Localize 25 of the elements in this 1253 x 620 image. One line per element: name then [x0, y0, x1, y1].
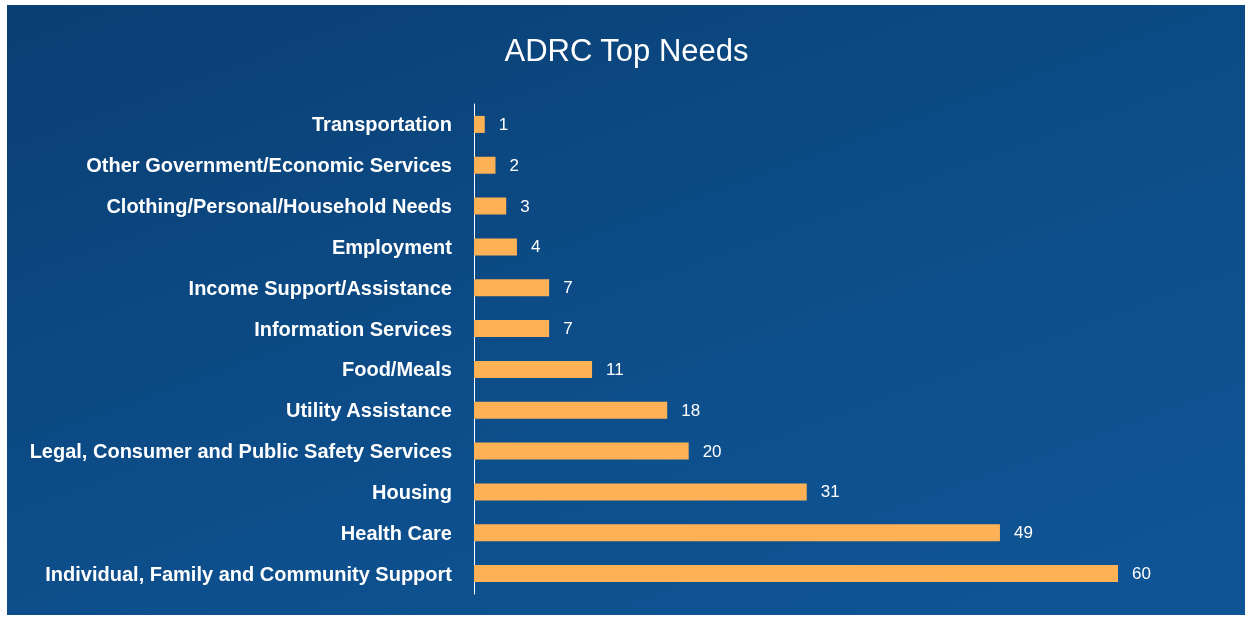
data-label: 31 [820, 482, 840, 502]
data-label: 7 [563, 319, 573, 339]
y-tick-label: Health Care [340, 521, 452, 544]
y-tick-label: Income Support/Assistance [188, 276, 452, 299]
y-tick-label: Information Services [254, 317, 452, 340]
y-tick-label: Legal, Consumer and Public Safety Services [29, 440, 452, 463]
data-label: 1 [498, 114, 509, 134]
y-tick-label: Food/Meals [341, 358, 452, 381]
data-label: 2 [509, 155, 519, 175]
data-label: 49 [1013, 523, 1033, 543]
y-tick-label: Clothing/Personal/Household Needs [106, 195, 452, 218]
data-label: 4 [530, 237, 541, 257]
data-label: 20 [702, 441, 722, 461]
y-tick-label: Individual, Family and Community Support [45, 562, 453, 585]
y-tick-label: Utility Assistance [286, 399, 452, 422]
data-label: 3 [520, 196, 530, 216]
data-label: 18 [681, 400, 701, 420]
y-tick-label: Transportation [311, 113, 452, 136]
data-label: 11 [606, 359, 624, 379]
chart-title: ADRC Top Needs [504, 33, 749, 68]
data-label: 60 [1132, 564, 1151, 584]
y-tick-label: Employment [331, 235, 453, 258]
y-tick-label: Other Government/Economic Services [86, 154, 452, 177]
y-tick-label: Housing [372, 480, 452, 503]
data-label: 7 [563, 278, 573, 298]
